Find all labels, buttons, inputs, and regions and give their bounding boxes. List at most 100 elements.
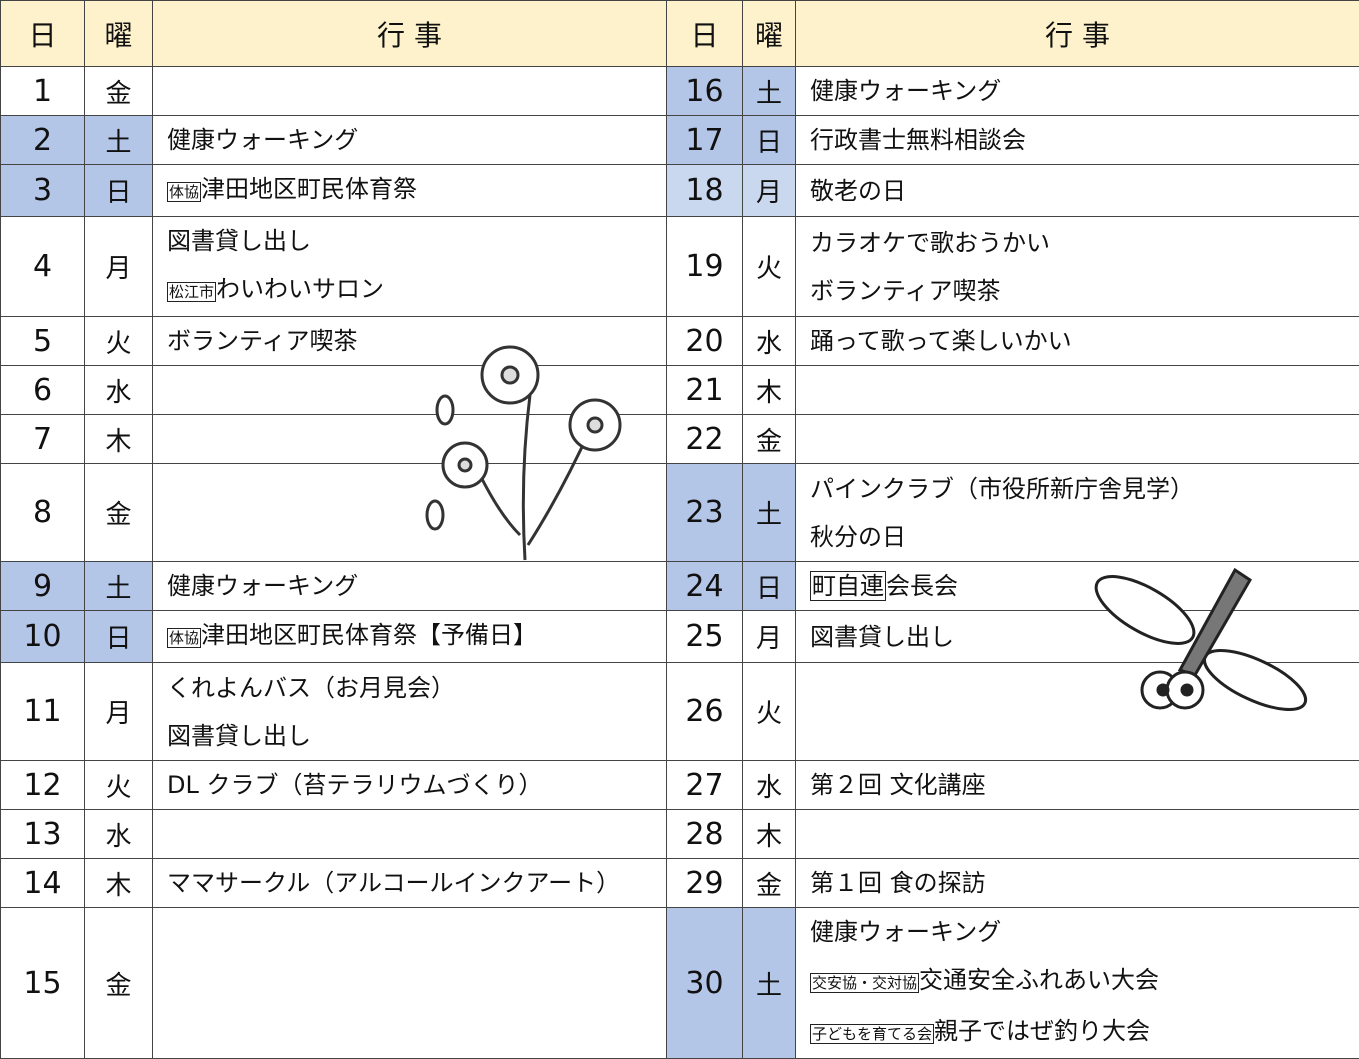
events-cell [796,415,1359,464]
day-cell: 19 [667,217,743,317]
event: 交安協・交対協交通安全ふれあい大会 [810,956,1359,1007]
weekday-cell: 木 [743,810,796,859]
event-text: 親子ではぜ釣り大会 [934,1017,1150,1045]
header-day: 日 [1,1,85,67]
events-cell: 健康ウォーキング [153,116,667,165]
day-cell: 15 [1,908,85,1059]
event: 体協津田地区町民体育祭 [167,165,666,216]
event: パインクラブ（市役所新庁舎見学） [810,465,1359,513]
event: 図書貸し出し [167,217,666,265]
weekday-cell: 土 [743,908,796,1059]
weekday-cell: 月 [85,217,153,317]
event: 体協津田地区町民体育祭【予備日】 [167,611,666,662]
event-tag: 子どもを育てる会 [810,1024,934,1044]
events-cell: 町自連会長会 [796,562,1359,611]
day-cell: 28 [667,810,743,859]
events-cell [153,464,667,562]
weekday-cell: 金 [743,415,796,464]
weekday-cell: 金 [85,908,153,1059]
header-weekday: 曜 [743,1,796,67]
day-cell: 22 [667,415,743,464]
header-weekday: 曜 [85,1,153,67]
event-tag: 町自連 [810,571,886,601]
events-cell [153,67,667,116]
events-cell: 図書貸し出し松江市わいわいサロン [153,217,667,317]
event-text: 津田地区町民体育祭【予備日】 [201,621,537,649]
day-cell: 25 [667,611,743,663]
weekday-cell: 日 [85,611,153,663]
day-cell: 11 [1,663,85,761]
day-cell: 10 [1,611,85,663]
weekday-cell: 水 [743,317,796,366]
events-cell [153,366,667,415]
event-text: 津田地区町民体育祭 [201,175,417,203]
event: 町自連会長会 [810,562,1359,610]
event: カラオケで歌おうかい [810,219,1359,267]
weekday-cell: 火 [85,317,153,366]
event: 健康ウォーキング [810,908,1359,956]
events-cell: カラオケで歌おうかいボランティア喫茶 [796,217,1359,317]
day-cell: 4 [1,217,85,317]
day-cell: 5 [1,317,85,366]
day-cell: 9 [1,562,85,611]
event: DL クラブ（苔テラリウムづくり） [167,761,666,809]
weekday-cell: 水 [85,366,153,415]
event-text: 交通安全ふれあい大会 [919,966,1159,994]
events-cell [153,415,667,464]
event: 第２回 文化講座 [810,761,1359,809]
event: ボランティア喫茶 [810,267,1359,315]
weekday-cell: 木 [85,859,153,908]
day-cell: 3 [1,165,85,217]
event: 子どもを育てる会親子ではぜ釣り大会 [810,1007,1359,1058]
event: くれよんバス（お月見会） [167,664,666,712]
header-row: 日 曜 行 事 日 曜 行 事 [1,1,1359,67]
event-text: 会長会 [886,572,958,600]
weekday-cell: 火 [743,663,796,761]
day-cell: 2 [1,116,85,165]
event: ボランティア喫茶 [167,317,666,365]
day-cell: 8 [1,464,85,562]
events-cell: 体協津田地区町民体育祭【予備日】 [153,611,667,663]
events-cell: 敬老の日 [796,165,1359,217]
weekday-cell: 火 [743,217,796,317]
day-cell: 24 [667,562,743,611]
weekday-cell: 月 [85,663,153,761]
day-cell: 18 [667,165,743,217]
day-cell: 16 [667,67,743,116]
events-cell: 踊って歌って楽しいかい [796,317,1359,366]
event-tag: 体協 [167,628,201,648]
weekday-cell: 日 [85,165,153,217]
events-cell [796,810,1359,859]
header-events: 行 事 [796,1,1359,67]
weekday-cell: 木 [743,366,796,415]
events-cell [153,810,667,859]
day-cell: 27 [667,761,743,810]
event: 踊って歌って楽しいかい [810,317,1359,365]
weekday-cell: 土 [743,464,796,562]
events-cell: 健康ウォーキング [796,67,1359,116]
events-cell: ボランティア喫茶 [153,317,667,366]
event: 健康ウォーキング [810,67,1359,115]
event: 健康ウォーキング [167,116,666,164]
event-tag: 松江市 [167,282,216,302]
day-cell: 12 [1,761,85,810]
events-cell: 第１回 食の探訪 [796,859,1359,908]
events-cell: くれよんバス（お月見会）図書貸し出し [153,663,667,761]
events-cell [796,663,1359,761]
event: 図書貸し出し [167,712,666,760]
event-text: わいわいサロン [216,275,384,303]
events-cell: パインクラブ（市役所新庁舎見学）秋分の日 [796,464,1359,562]
event: 敬老の日 [810,167,1359,215]
day-cell: 14 [1,859,85,908]
